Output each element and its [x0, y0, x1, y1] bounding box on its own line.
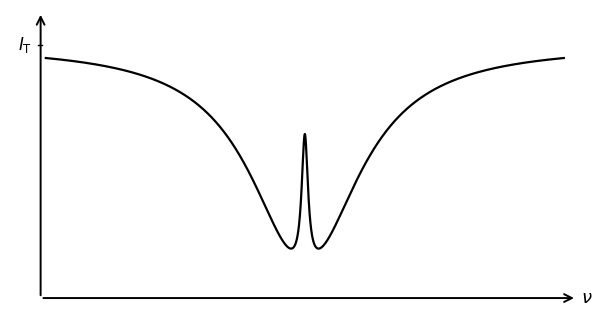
Text: $I_{\rm T}$: $I_{\rm T}$ — [17, 35, 32, 55]
Text: $\nu$: $\nu$ — [581, 289, 592, 307]
